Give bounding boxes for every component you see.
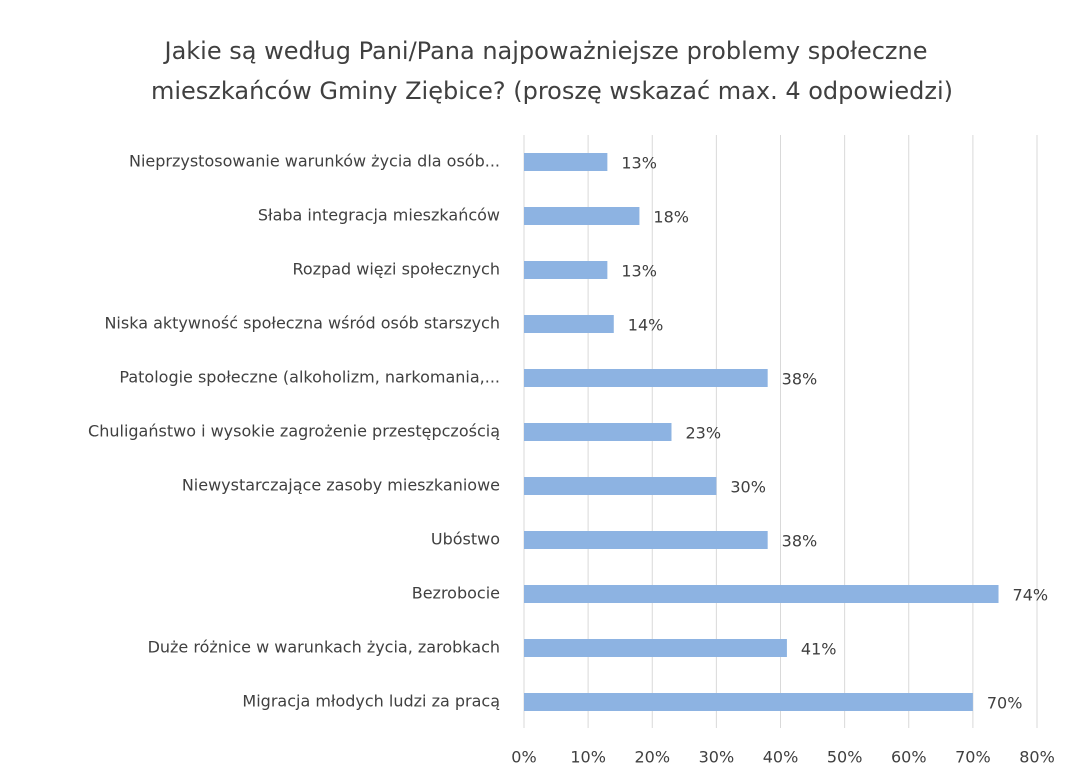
- data-label: 13%: [621, 262, 657, 281]
- bar: [524, 531, 768, 549]
- x-tick-label: 30%: [699, 748, 735, 767]
- data-label: 18%: [653, 208, 689, 227]
- bar: [524, 477, 717, 495]
- data-label: 74%: [1013, 586, 1049, 605]
- bar: [524, 423, 672, 441]
- y-tick-label: Nieprzystosowanie warunków życia dla osó…: [129, 152, 500, 171]
- bar: [524, 585, 999, 603]
- x-tick-label: 80%: [1019, 748, 1055, 767]
- x-tick-label: 50%: [827, 748, 863, 767]
- bar: [524, 639, 787, 657]
- y-tick-label: Chuligaństwo i wysokie zagrożenie przest…: [88, 422, 500, 441]
- bar: [524, 369, 768, 387]
- y-tick-label: Bezrobocie: [412, 584, 500, 603]
- x-tick-label: 10%: [570, 748, 606, 767]
- y-tick-label: Rozpad więzi społecznych: [292, 260, 500, 279]
- data-label: 23%: [685, 424, 721, 443]
- data-label: 70%: [987, 694, 1023, 713]
- data-label: 38%: [782, 532, 818, 551]
- bar: [524, 261, 608, 279]
- bar: [524, 207, 640, 225]
- data-label: 13%: [621, 154, 657, 173]
- bar: [524, 315, 614, 333]
- chart-title: mieszkańców Gminy Ziębice? (proszę wskaz…: [151, 77, 953, 105]
- bar: [524, 153, 608, 171]
- data-label: 14%: [628, 316, 664, 335]
- y-tick-label: Ubóstwo: [431, 530, 500, 549]
- y-tick-label: Patologie społeczne (alkoholizm, narkoma…: [119, 368, 500, 387]
- y-tick-label: Niewystarczające zasoby mieszkaniowe: [182, 476, 500, 495]
- data-label: 41%: [801, 640, 837, 659]
- x-tick-label: 40%: [763, 748, 799, 767]
- chart-title: Jakie są według Pani/Pana najpoważniejsz…: [163, 37, 928, 65]
- x-tick-label: 0%: [511, 748, 536, 767]
- x-tick-label: 60%: [891, 748, 927, 767]
- x-tick-label: 20%: [634, 748, 670, 767]
- bar: [524, 693, 973, 711]
- data-label: 30%: [730, 478, 766, 497]
- y-tick-label: Migracja młodych ludzi za pracą: [242, 692, 500, 711]
- data-label: 38%: [782, 370, 818, 389]
- x-tick-label: 70%: [955, 748, 991, 767]
- y-tick-label: Duże różnice w warunkach życia, zarobkac…: [148, 638, 500, 657]
- y-tick-label: Niska aktywność społeczna wśród osób sta…: [104, 314, 500, 333]
- y-tick-label: Słaba integracja mieszkańców: [258, 206, 500, 225]
